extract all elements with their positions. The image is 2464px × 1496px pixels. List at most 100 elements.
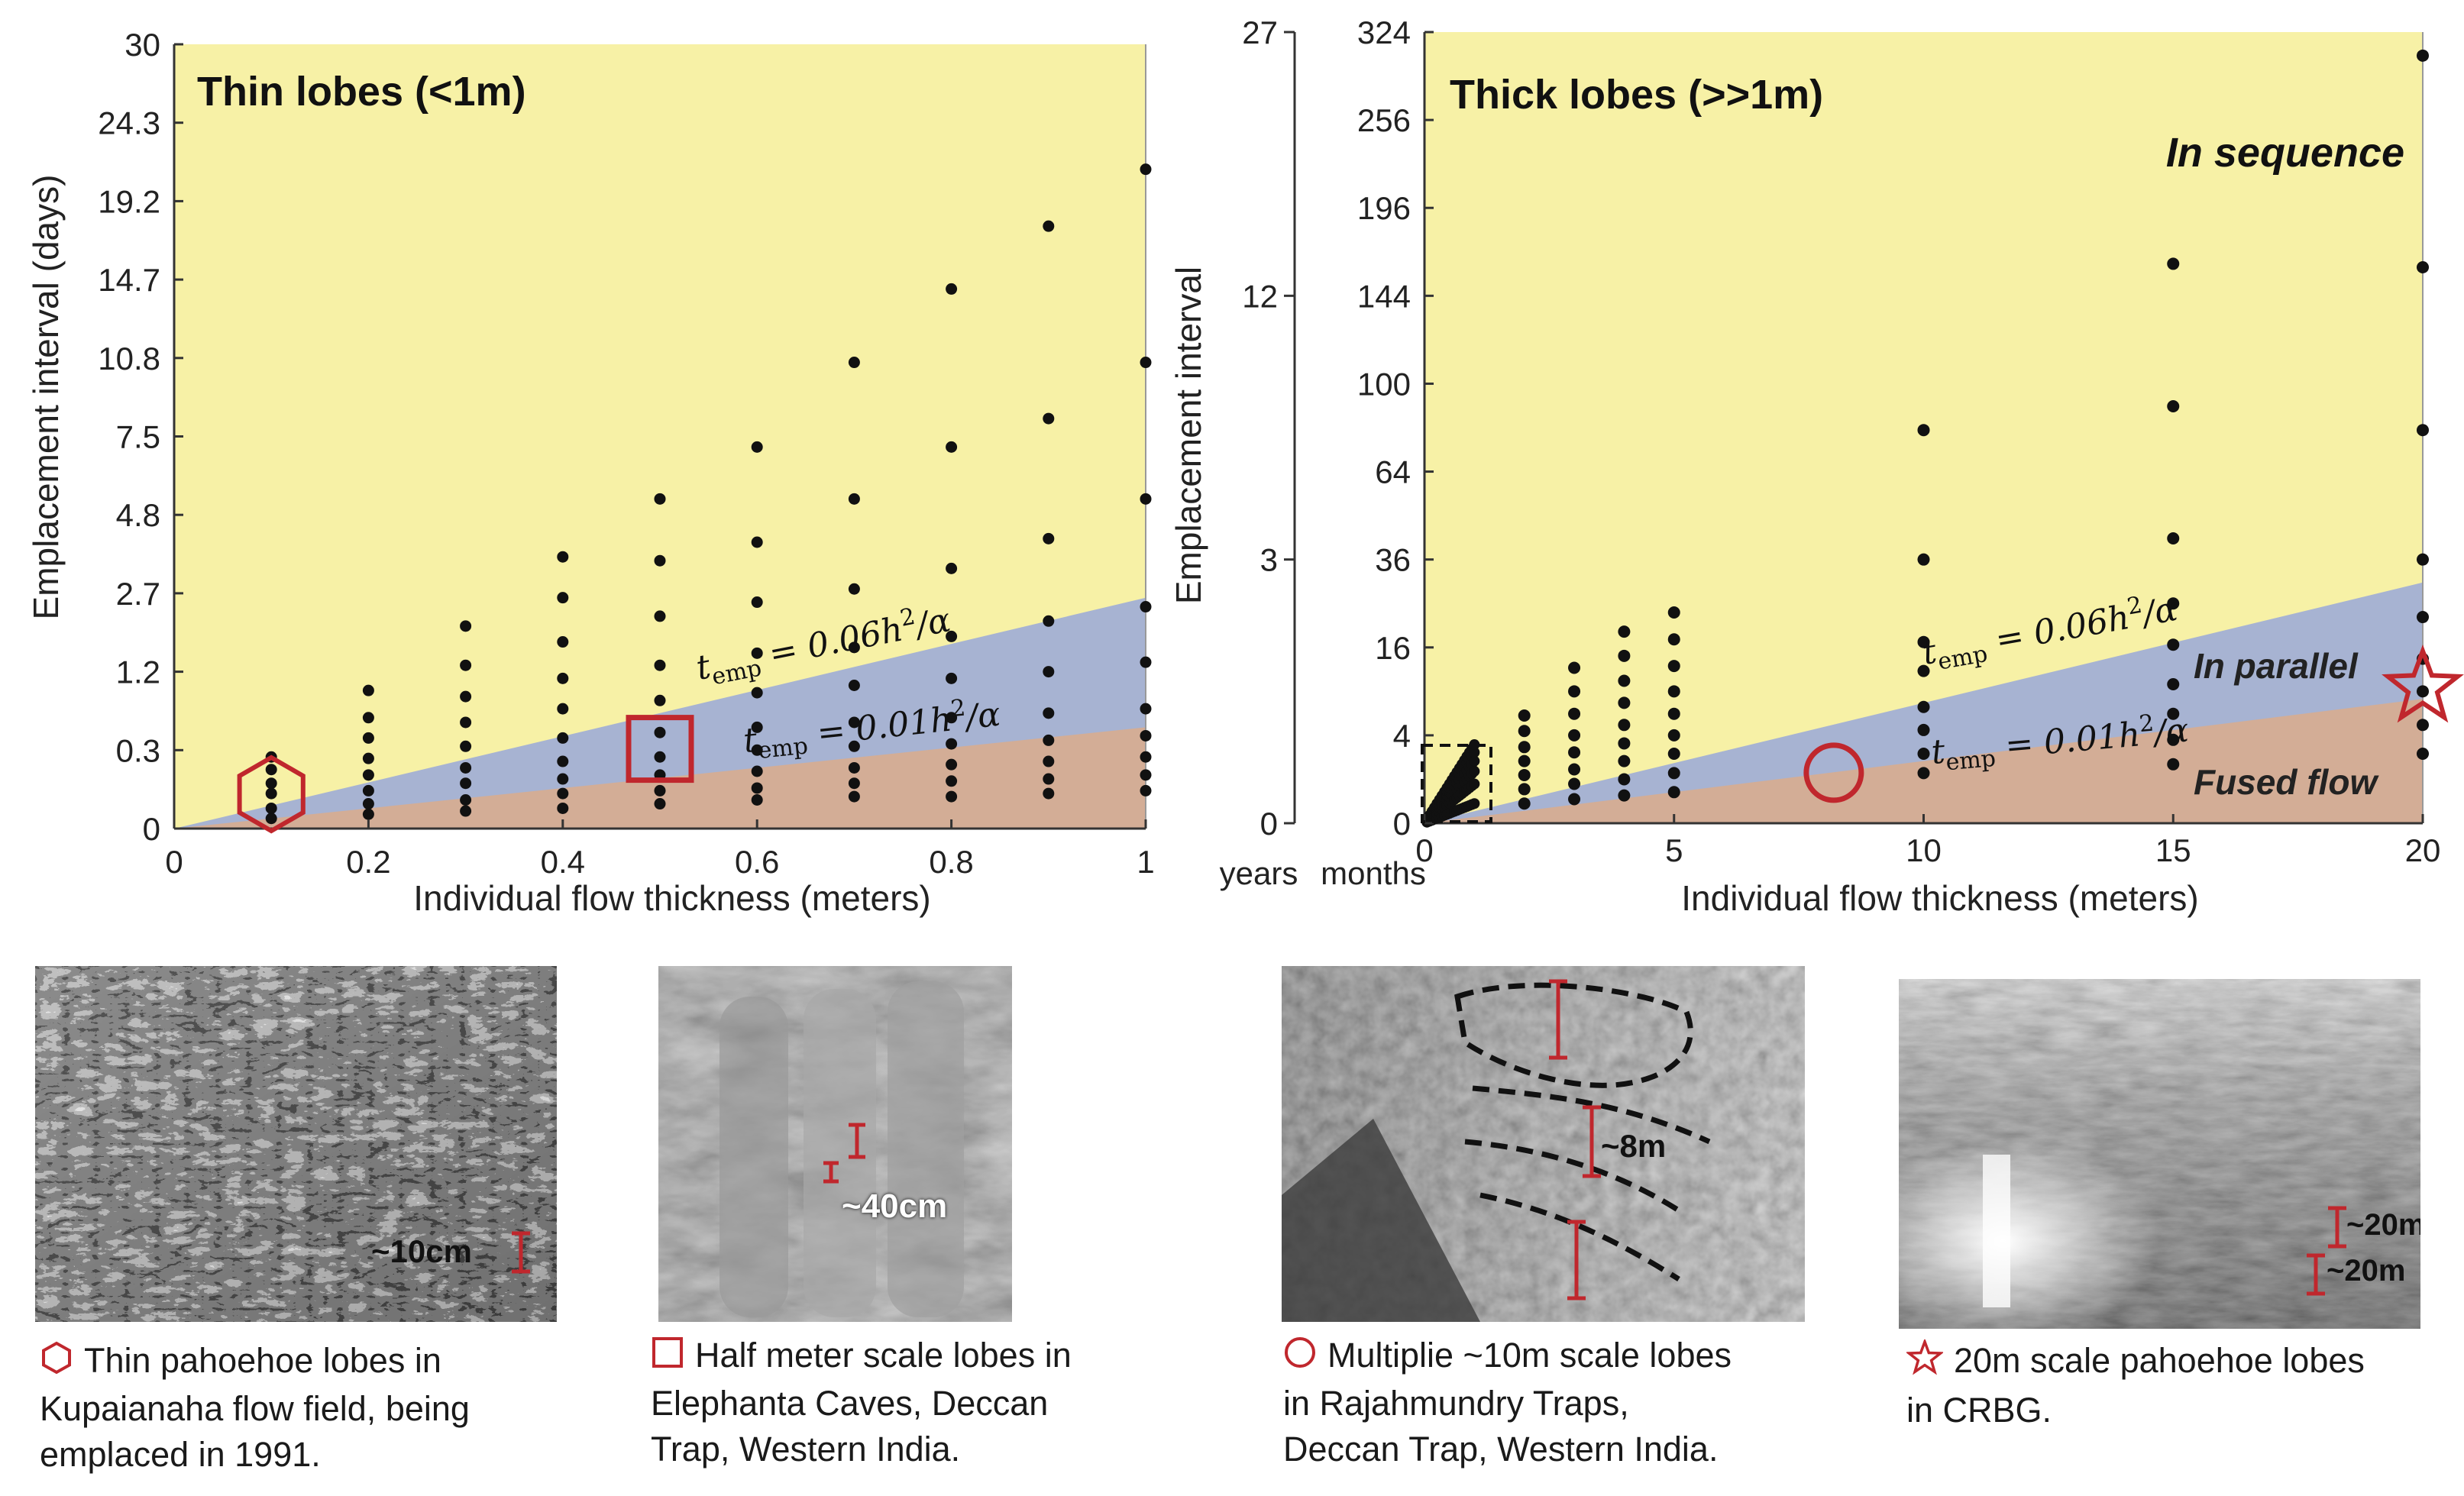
- data-point: [1568, 661, 1581, 674]
- data-point: [460, 761, 472, 774]
- data-point: [1043, 734, 1055, 746]
- data-point: [1917, 553, 1930, 566]
- data-point: [1140, 751, 1152, 763]
- data-point: [1043, 532, 1055, 544]
- data-point: [265, 764, 277, 776]
- data-point: [2167, 532, 2180, 544]
- data-point: [1667, 747, 1680, 760]
- data-point: [946, 562, 958, 574]
- y-tick-label: 19.2: [98, 183, 160, 219]
- photo-rajahmundry: ~8m: [1282, 966, 1805, 1322]
- data-point: [1140, 729, 1152, 742]
- x-tick-label: 0.6: [735, 844, 779, 880]
- in-sequence-region: [174, 44, 1146, 829]
- y-tick-label: 7.5: [116, 419, 160, 455]
- data-point: [848, 583, 860, 595]
- data-point: [362, 752, 374, 764]
- thick-lobes-ylabel: Emplacement interval: [1169, 267, 1208, 604]
- data-point: [654, 554, 666, 567]
- x-tick-label: 1: [1137, 844, 1154, 880]
- data-point: [946, 712, 958, 724]
- scale-label-8m: ~8m: [1601, 1128, 1667, 1164]
- data-point: [460, 740, 472, 752]
- data-point: [362, 784, 374, 796]
- data-point: [654, 610, 666, 622]
- data-point: [946, 630, 958, 642]
- data-point: [460, 690, 472, 703]
- data-point: [2417, 747, 2429, 760]
- data-point: [1667, 660, 1680, 673]
- photo-kupaianaha: ~10cm: [35, 966, 557, 1322]
- y-tick-label-months: 100: [1357, 366, 1411, 402]
- data-point: [1469, 778, 1480, 790]
- figure-plots: 0 0.2 0.4 0.6 0.8 100.31.22.74.87.510.814.719…: [26, 15, 2464, 918]
- data-point: [2167, 399, 2180, 412]
- y-tick-label: 30: [124, 27, 160, 63]
- data-point: [557, 755, 569, 767]
- data-point: [2167, 597, 2180, 610]
- y-tick-label-months: 324: [1357, 15, 1411, 50]
- square-icon: [651, 1335, 684, 1381]
- scale-label-10cm: ~10cm: [371, 1233, 472, 1269]
- data-point: [2167, 638, 2180, 651]
- months-unit-label: months: [1321, 855, 1426, 891]
- y-tick-label: 4.8: [116, 497, 160, 533]
- data-point: [1917, 664, 1930, 677]
- data-point: [1140, 703, 1152, 715]
- y-tick-label: 10.8: [98, 341, 160, 376]
- data-point: [1518, 797, 1531, 810]
- data-point: [848, 641, 860, 654]
- data-point: [751, 687, 763, 699]
- data-point: [848, 357, 860, 369]
- photo-elephanta: ~40cm: [658, 966, 1012, 1322]
- data-point: [1618, 737, 1631, 750]
- data-point: [654, 659, 666, 671]
- inset-dashed-box: [1421, 744, 1492, 823]
- data-point: [1518, 783, 1531, 796]
- caption-rajahmundry: Multiplie ~10m scale lobes in Rajahmundr…: [1283, 1336, 1732, 1469]
- y-tick-label-months: 196: [1357, 190, 1411, 226]
- data-point: [362, 798, 374, 810]
- data-point: [362, 684, 374, 696]
- data-point: [1667, 633, 1680, 646]
- data-point: [265, 787, 277, 800]
- y-tick-label-months: 144: [1357, 278, 1411, 314]
- y-tick-label-years: 0: [1260, 806, 1278, 842]
- data-point: [654, 784, 666, 796]
- data-point: [2167, 257, 2180, 270]
- data-point: [1917, 700, 1930, 713]
- caption-elephanta: Half meter scale lobes in Elephanta Cave…: [651, 1335, 1072, 1469]
- data-point: [1618, 789, 1631, 802]
- data-point: [848, 790, 860, 803]
- circle-marker: [1803, 742, 1864, 803]
- y-tick-label-months: 16: [1375, 630, 1411, 666]
- data-point: [1667, 729, 1680, 742]
- data-point: [654, 798, 666, 810]
- data-point: [751, 793, 763, 806]
- data-point: [362, 712, 374, 724]
- data-point: [1618, 754, 1631, 767]
- y-tick-label: 14.7: [98, 262, 160, 298]
- data-point: [265, 813, 277, 825]
- x-tick-label: 0.2: [346, 844, 390, 880]
- data-point: [1618, 625, 1631, 638]
- y-tick-label: 1.2: [116, 654, 160, 690]
- data-point: [751, 536, 763, 548]
- data-point: [946, 672, 958, 684]
- data-point: [265, 777, 277, 790]
- y-tick-label-months: 4: [1393, 718, 1411, 754]
- scale-label-20m-lower: ~20m: [2327, 1254, 2406, 1288]
- data-point: [654, 726, 666, 738]
- data-point: [1518, 768, 1531, 781]
- data-point: [751, 647, 763, 659]
- data-point: [1667, 685, 1680, 698]
- data-point: [946, 790, 958, 803]
- y-tick-label-years: 12: [1242, 278, 1278, 314]
- data-point: [1618, 649, 1631, 662]
- data-point: [1469, 739, 1480, 751]
- data-point: [2167, 707, 2180, 720]
- thin-lobes-ylabel: Emplacement interval (days): [26, 175, 66, 620]
- y-tick-label-years: 3: [1260, 542, 1278, 578]
- x-tick-label: 0.4: [541, 844, 585, 880]
- data-point: [946, 283, 958, 295]
